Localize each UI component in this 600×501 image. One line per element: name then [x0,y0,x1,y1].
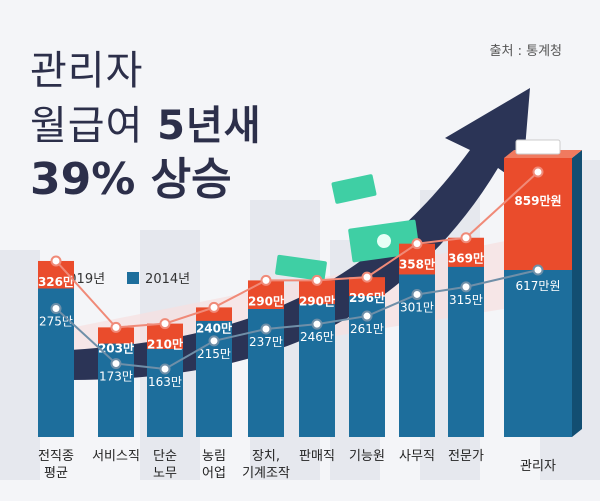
point-2019 [532,166,544,178]
category-label: 전문가 [448,449,484,464]
data-label-2014: 315만 [449,293,483,307]
bar-side-face [572,150,582,437]
category-label: 장치, [252,449,280,464]
point-2014 [460,281,472,293]
legend-item-2014: 2014년 [127,268,190,287]
point-2019 [50,255,62,267]
data-label-2014: 215만 [197,347,231,361]
point-2014 [110,358,122,370]
point-2019 [110,321,122,333]
cash-bundle-icon [515,139,561,155]
headline-line-3: 39% 상승 [30,154,232,205]
category-label: 단순 [153,449,177,464]
category-label: 사무직 [399,449,435,464]
category-label: 기능원 [349,449,385,464]
category-label: 어업 [202,466,226,481]
data-label-2014: 246만 [300,330,334,344]
point-2019 [361,271,373,283]
category-label: 평균 [44,466,68,481]
trend-line-2014 [55,269,539,371]
trend-line-2019 [55,171,539,329]
category-label: 판매직 [299,449,335,464]
data-label-2019: 296만 [349,290,385,305]
legend-label-2014: 2014년 [145,272,191,287]
point-2014 [411,288,423,300]
data-label-2019: 358만 [399,257,435,272]
point-2014 [260,323,272,335]
point-2014 [311,318,323,330]
point-2019 [460,232,472,244]
bar-2014 [98,343,134,437]
category-label: 농림 [202,449,226,464]
headline-line-2: 월급여 5년새 [30,103,262,149]
data-label-2014: 301만 [400,300,434,314]
category-label: 관리자 [520,459,556,474]
point-2019 [260,274,272,286]
data-label-2014: 617만원 [516,279,561,293]
category-label: 노무 [153,466,177,481]
category-label: 서비스직 [92,449,140,464]
bar-2014 [448,266,484,437]
point-2014 [361,310,373,322]
point-2019 [311,274,323,286]
point-2014 [159,363,171,375]
source-label: 출처 : 통계청 [489,44,562,59]
data-label-2014: 275만 [39,315,73,329]
bar-2014 [399,274,435,437]
point-2019 [159,318,171,330]
data-label-2019: 203만 [98,340,134,355]
bar-2014 [504,270,572,437]
data-label-2019: 240만 [196,320,232,335]
point-2014 [50,303,62,314]
point-2014 [532,264,544,276]
data-label-2019: 290만 [248,293,284,308]
point-2019 [208,301,220,313]
headline-line-1: 관리자 [30,48,144,94]
legend-swatch-2014 [127,271,140,284]
point-2019 [411,238,423,250]
point-2014 [208,335,220,347]
data-label-2014: 261만 [350,322,384,336]
data-label-2019: 369만 [448,251,484,266]
data-label-2014: 163만 [148,375,182,389]
data-label-2014: 173만 [99,370,133,384]
category-label: 전직종 [38,449,74,464]
data-label-2019: 210만 [147,337,183,352]
category-label: 기계조작 [242,466,290,481]
data-label-2014: 237만 [249,335,283,349]
data-label-2019: 290만 [299,293,335,308]
data-label-2019: 326만 [38,274,74,289]
data-label-2019: 859만원 [514,193,561,208]
